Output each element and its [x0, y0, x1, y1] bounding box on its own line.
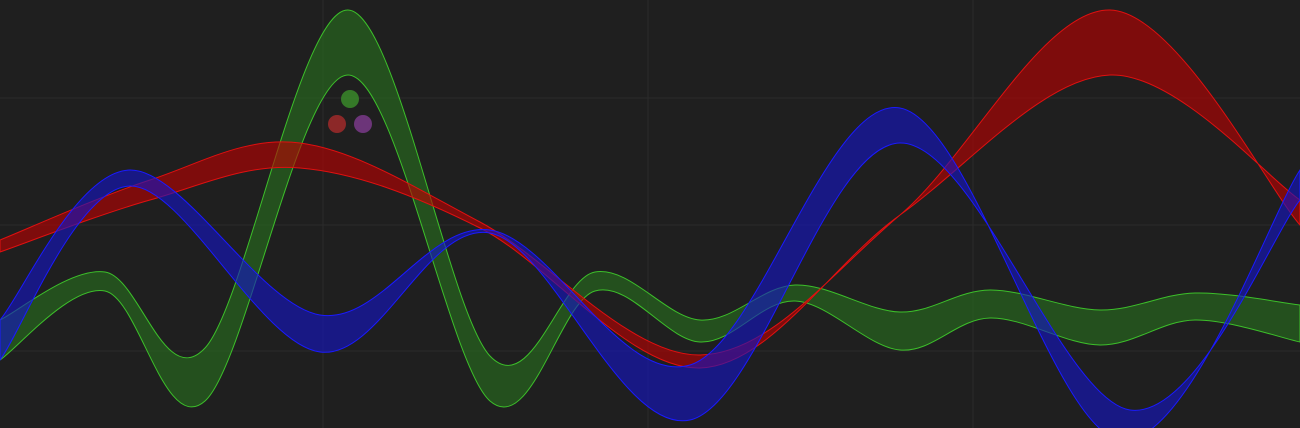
indicator-dots [328, 90, 372, 133]
green-ribbon [0, 9, 1300, 408]
dot [354, 115, 372, 133]
dot [328, 115, 346, 133]
dot [341, 90, 359, 108]
